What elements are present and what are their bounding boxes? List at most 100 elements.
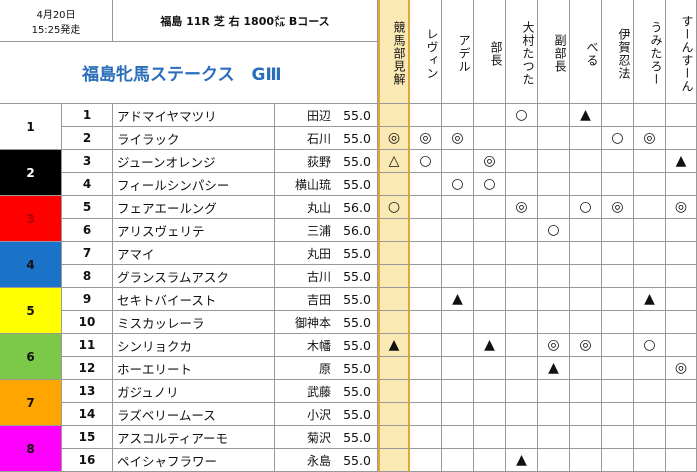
mark-cell: [634, 196, 666, 219]
mark-cell: [538, 426, 570, 449]
mark-cell: [570, 265, 602, 288]
mark-cell: [666, 265, 697, 288]
horse-number: 5: [62, 196, 113, 219]
mark-cell: [538, 242, 570, 265]
mark-cell: [602, 288, 634, 311]
weight: 55.0: [337, 426, 378, 449]
mark-cell: [378, 403, 410, 426]
mark-cell: [378, 380, 410, 403]
mark-cell: [570, 449, 602, 472]
mark-cell: [634, 242, 666, 265]
mark-cell: [634, 150, 666, 173]
mark-cell: ◎: [634, 127, 666, 150]
mark-cell: [570, 426, 602, 449]
horse-name: ペイシャフラワー: [113, 449, 275, 472]
mark-cell: ○: [474, 173, 506, 196]
predictor-header: 部長: [474, 0, 506, 104]
mark-cell: [410, 242, 442, 265]
weight: 55.0: [337, 265, 378, 288]
mark-cell: [538, 150, 570, 173]
horse-number: 14: [62, 403, 113, 426]
horse-number: 7: [62, 242, 113, 265]
mark-cell: [602, 449, 634, 472]
weight: 56.0: [337, 219, 378, 242]
predictor-header: 大村たつた: [506, 0, 538, 104]
mark-cell: [410, 380, 442, 403]
mark-cell: [378, 311, 410, 334]
mark-cell: [378, 449, 410, 472]
mark-cell: [410, 334, 442, 357]
mark-cell: [634, 403, 666, 426]
mark-cell: [602, 426, 634, 449]
mark-cell: [602, 104, 634, 127]
mark-cell: [602, 334, 634, 357]
mark-cell: [410, 426, 442, 449]
predictor-header: 伊賀忍法: [602, 0, 634, 104]
horse-number: 10: [62, 311, 113, 334]
mark-cell: ◎: [474, 150, 506, 173]
mark-cell: [538, 449, 570, 472]
mark-cell: [602, 173, 634, 196]
mark-cell: [602, 357, 634, 380]
weight: 55.0: [337, 288, 378, 311]
horse-number: 2: [62, 127, 113, 150]
mark-cell: ◎: [666, 357, 697, 380]
mark-cell: [506, 288, 538, 311]
mark-cell: [378, 173, 410, 196]
date-cell: 4月20日 15:25発走: [0, 0, 113, 42]
mark-cell: [570, 380, 602, 403]
mark-cell: [538, 104, 570, 127]
mark-cell: ▲: [538, 357, 570, 380]
weight: 55.0: [337, 150, 378, 173]
mark-cell: [506, 380, 538, 403]
mark-cell: [410, 173, 442, 196]
mark-cell: ○: [506, 104, 538, 127]
gate-cell: 2: [0, 150, 62, 196]
date-text: 4月20日: [36, 9, 76, 21]
mark-cell: [570, 173, 602, 196]
jockey: 小沢: [275, 403, 337, 426]
mark-cell: ◎: [570, 334, 602, 357]
jockey: 武藤: [275, 380, 337, 403]
mark-cell: ◎: [378, 127, 410, 150]
horse-name: ライラック: [113, 127, 275, 150]
mark-cell: ○: [570, 196, 602, 219]
mark-cell: [506, 357, 538, 380]
mark-cell: [474, 426, 506, 449]
gate-cell: 5: [0, 288, 62, 334]
jockey: 石川: [275, 127, 337, 150]
weight: 55.0: [337, 357, 378, 380]
predictor-header: レヴィン: [410, 0, 442, 104]
mark-cell: [410, 311, 442, 334]
mark-cell: [474, 265, 506, 288]
mark-cell: [666, 449, 697, 472]
mark-cell: ◎: [410, 127, 442, 150]
mark-cell: [378, 219, 410, 242]
mark-cell: ▲: [570, 104, 602, 127]
horse-number: 4: [62, 173, 113, 196]
weight: 55.0: [337, 127, 378, 150]
mark-cell: [442, 357, 474, 380]
mark-cell: [410, 196, 442, 219]
mark-cell: [506, 173, 538, 196]
horse-name: ジューンオレンジ: [113, 150, 275, 173]
mark-cell: [442, 219, 474, 242]
mark-cell: [570, 311, 602, 334]
horse-number: 3: [62, 150, 113, 173]
mark-cell: [634, 311, 666, 334]
weight: 56.0: [337, 196, 378, 219]
jockey: 菊沢: [275, 426, 337, 449]
jockey: 御神本: [275, 311, 337, 334]
gate-cell: 3: [0, 196, 62, 242]
mark-cell: [474, 311, 506, 334]
horse-number: 11: [62, 334, 113, 357]
predictor-header: うみたろー: [634, 0, 666, 104]
mark-cell: [506, 219, 538, 242]
mark-cell: [602, 403, 634, 426]
gate-cell: 7: [0, 380, 62, 426]
mark-cell: [666, 311, 697, 334]
jockey: 原: [275, 357, 337, 380]
mark-cell: [666, 288, 697, 311]
mark-cell: [378, 426, 410, 449]
mark-cell: ○: [602, 127, 634, 150]
